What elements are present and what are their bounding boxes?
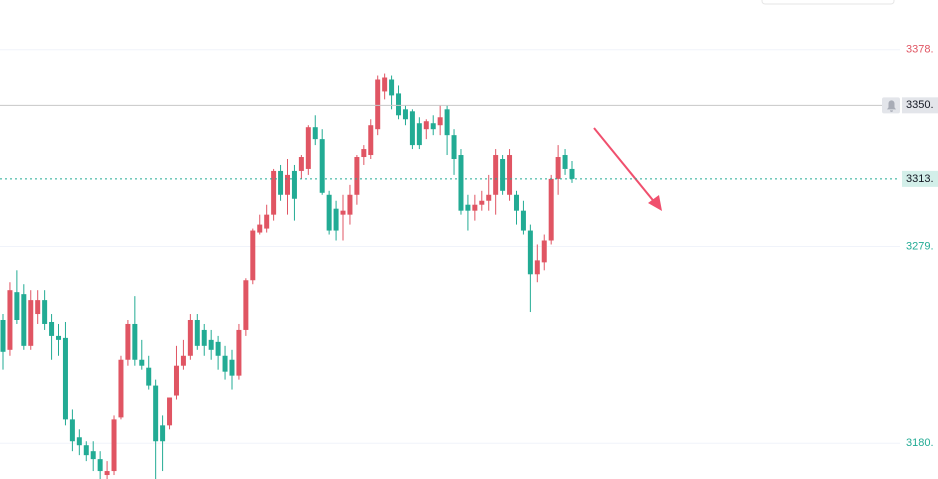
- candle-body: [520, 210, 526, 231]
- candle-body: [160, 425, 166, 442]
- candle-body: [56, 335, 62, 340]
- candle-body: [291, 170, 297, 199]
- candle-body: [28, 300, 34, 346]
- candle-body: [35, 300, 41, 315]
- candle-body: [382, 77, 388, 92]
- candle-body: [416, 123, 422, 146]
- last-price-box: [902, 170, 938, 187]
- candle-body: [104, 471, 110, 476]
- candle-body: [534, 260, 540, 275]
- candle-body: [472, 204, 478, 211]
- candle-body: [7, 290, 13, 350]
- candle-body: [173, 365, 179, 396]
- candle-body: [375, 79, 381, 130]
- candle-body: [555, 157, 561, 179]
- candle-body: [569, 168, 575, 179]
- tooltip-edge: [761, 0, 895, 5]
- alert-bell: [887, 100, 896, 112]
- candle-body: [201, 329, 207, 346]
- candle-body: [451, 135, 457, 160]
- candle-body: [167, 397, 173, 426]
- candle-body: [340, 210, 346, 215]
- candle-body: [326, 194, 332, 231]
- candle-body: [21, 294, 27, 346]
- alert-label-box: [902, 97, 938, 114]
- candle-body: [423, 121, 429, 130]
- y-tick-label: 3180.: [906, 437, 934, 449]
- alert-label: 3350.: [906, 99, 934, 111]
- candle-body: [562, 155, 568, 169]
- candle-body: [500, 159, 506, 191]
- candle-body: [507, 155, 513, 195]
- candle-body: [14, 292, 20, 320]
- candle-body: [0, 319, 6, 352]
- candle-body: [541, 240, 547, 263]
- candle-body: [187, 319, 193, 356]
- candle-body: [222, 355, 228, 372]
- candle-body: [479, 200, 485, 205]
- candle-body: [493, 155, 499, 195]
- candle-body: [465, 204, 471, 211]
- candle-body: [153, 385, 159, 442]
- candle-body: [444, 109, 450, 136]
- candle-body: [250, 230, 256, 281]
- candle-body: [215, 341, 221, 356]
- candle-body: [278, 170, 284, 195]
- candle-body: [333, 208, 339, 231]
- candle-body: [319, 139, 325, 193]
- candle-body: [402, 109, 408, 120]
- candle-body: [62, 337, 68, 420]
- y-tick-label: 3279.: [906, 240, 934, 252]
- candle-body: [208, 339, 214, 350]
- candle-body: [548, 178, 554, 241]
- candle-body: [354, 157, 360, 195]
- arrow-line: [593, 127, 657, 205]
- candle-body: [236, 329, 242, 376]
- candle-body: [257, 224, 263, 233]
- candle-body: [194, 319, 200, 346]
- candle-body: [243, 280, 249, 330]
- candle-body: [229, 359, 235, 376]
- candle-body: [83, 445, 89, 456]
- candle-body: [486, 194, 492, 201]
- candle-body: [139, 359, 145, 366]
- candle-body: [312, 127, 318, 140]
- candle-body: [305, 127, 311, 169]
- candle-body: [396, 93, 402, 116]
- candle-body: [76, 437, 82, 446]
- candle-body: [361, 149, 367, 158]
- candle-body: [285, 174, 290, 195]
- candle-body: [97, 459, 103, 472]
- candle-body: [49, 321, 55, 336]
- arrow-head: [648, 195, 662, 211]
- candle-body: [347, 194, 353, 215]
- candle-body: [118, 359, 124, 418]
- candle-body: [271, 170, 277, 215]
- candle-body: [125, 323, 131, 360]
- candle-body: [368, 125, 374, 156]
- candle-body: [298, 157, 304, 171]
- candle-body: [527, 230, 533, 275]
- candle-body: [430, 123, 436, 130]
- candle-body: [437, 117, 443, 126]
- y-tick-label: 3378.: [906, 44, 934, 56]
- candle-body: [513, 194, 519, 211]
- candle-body: [69, 419, 75, 442]
- candle-body: [409, 111, 415, 146]
- candle-body: [389, 79, 395, 96]
- candle-body: [111, 419, 117, 472]
- candle-body: [264, 214, 270, 229]
- candle-body: [90, 451, 96, 460]
- candle-body: [180, 355, 186, 366]
- candle-body: [132, 323, 138, 360]
- candle-body: [458, 155, 464, 211]
- candle-body: [42, 300, 48, 324]
- candle-body: [146, 367, 152, 386]
- last-price-label: 3313.: [906, 173, 934, 185]
